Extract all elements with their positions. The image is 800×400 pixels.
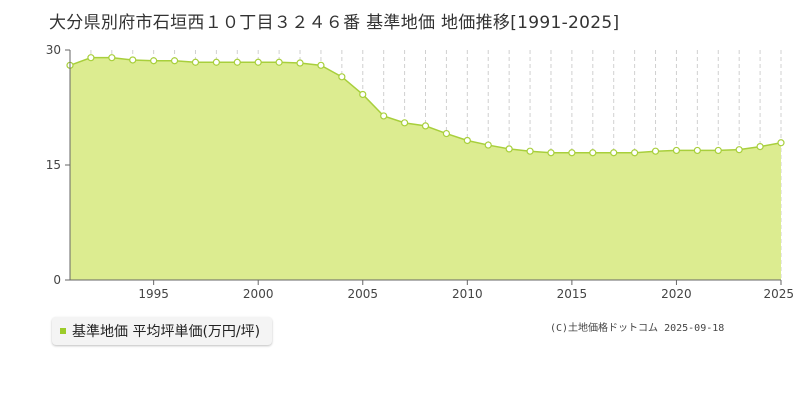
y-tick-label: 30 bbox=[46, 43, 61, 57]
data-point bbox=[317, 61, 325, 69]
legend-swatch bbox=[60, 328, 66, 334]
data-point bbox=[275, 58, 283, 66]
data-point bbox=[150, 57, 158, 65]
data-point bbox=[568, 149, 576, 157]
data-point bbox=[129, 56, 137, 64]
x-tick-label: 1995 bbox=[138, 287, 169, 301]
data-point bbox=[714, 146, 722, 155]
x-tick-label: 2015 bbox=[557, 287, 588, 301]
data-point bbox=[547, 149, 555, 157]
data-point bbox=[170, 57, 179, 65]
data-point bbox=[108, 54, 116, 62]
x-tick-label: 2000 bbox=[243, 287, 274, 301]
data-point bbox=[87, 54, 95, 62]
data-point bbox=[400, 119, 409, 127]
data-point bbox=[421, 122, 430, 130]
x-tick-label: 2010 bbox=[452, 287, 483, 301]
data-point bbox=[463, 136, 471, 145]
data-point bbox=[296, 59, 304, 67]
data-point bbox=[359, 90, 367, 99]
chart-title: 大分県別府市石垣西１０丁目３２４６番 基準地価 地価推移[1991-2025] bbox=[49, 13, 620, 33]
x-tick-label: 2020 bbox=[661, 287, 692, 301]
data-point bbox=[254, 58, 262, 66]
legend-label: 基準地価 平均坪単価(万円/坪) bbox=[72, 324, 261, 340]
data-point bbox=[735, 146, 743, 154]
data-point bbox=[233, 58, 241, 66]
data-point bbox=[442, 129, 451, 138]
series-area bbox=[70, 57, 781, 280]
data-point bbox=[380, 112, 388, 120]
data-point bbox=[191, 58, 200, 66]
credit-text: (C)土地価格ドットコム 2025-09-18 bbox=[550, 323, 725, 334]
data-point bbox=[338, 73, 346, 81]
data-point bbox=[672, 146, 681, 155]
data-point bbox=[610, 149, 618, 157]
legend[interactable]: 基準地価 平均坪単価(万円/坪) bbox=[52, 317, 273, 345]
data-point bbox=[505, 145, 513, 153]
data-point bbox=[212, 58, 220, 66]
data-point bbox=[693, 146, 701, 155]
data-point bbox=[651, 147, 660, 155]
y-tick-label: 15 bbox=[46, 158, 61, 172]
x-tick-label: 2025 bbox=[763, 287, 794, 301]
data-point bbox=[777, 139, 785, 147]
data-point bbox=[756, 143, 764, 151]
data-point bbox=[631, 149, 639, 157]
x-tick-label: 2005 bbox=[347, 287, 378, 301]
data-point bbox=[526, 147, 534, 155]
data-point bbox=[484, 141, 492, 149]
data-point bbox=[589, 149, 597, 157]
y-tick-label: 0 bbox=[53, 273, 61, 287]
